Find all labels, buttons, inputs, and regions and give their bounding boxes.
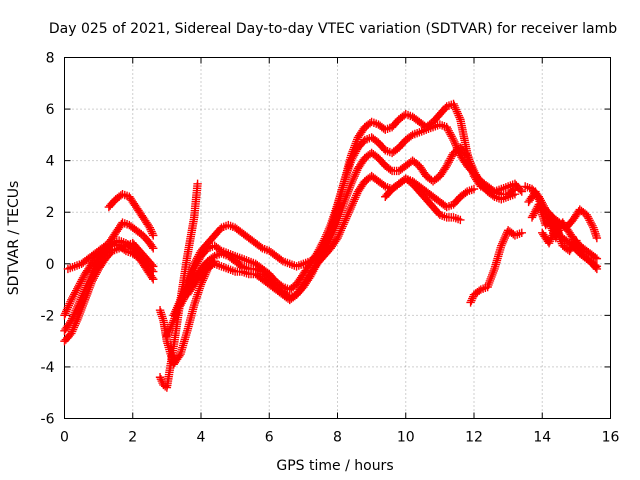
x-tick-label: 2: [128, 430, 137, 446]
data-point: [592, 264, 602, 274]
x-tick-label: 0: [60, 430, 69, 446]
x-tick-label: 16: [602, 430, 620, 446]
data-series: [60, 238, 158, 346]
y-tick-label: 4: [46, 154, 55, 170]
data-point: [516, 185, 525, 195]
data-point: [510, 189, 520, 199]
data-series: [63, 218, 158, 274]
data-point: [517, 187, 526, 196]
y-tick-label: 2: [46, 205, 55, 221]
data-point: [193, 179, 202, 189]
data-series: [381, 174, 465, 225]
y-tick-label: -4: [41, 360, 55, 376]
data-point: [456, 215, 465, 225]
x-tick-label: 4: [197, 430, 206, 446]
x-tick-label: 10: [397, 430, 415, 446]
x-tick-label: 8: [333, 430, 342, 446]
x-tick-label: 14: [533, 430, 551, 446]
data-point: [469, 184, 479, 194]
axis-ticks: 0 2 4 6 8 10 12 14 16 -6 -4 -2 0 2 4 6 8: [41, 51, 620, 446]
data-point: [592, 233, 602, 243]
y-axis-label: SDTVAR / TECUs: [6, 181, 22, 296]
data-series: [538, 223, 602, 274]
data-point: [149, 231, 158, 240]
x-tick-label: 12: [465, 430, 483, 446]
y-tick-label: -6: [41, 412, 55, 428]
data-point: [517, 228, 526, 238]
x-axis-label: GPS time / hours: [276, 458, 393, 474]
data-series: [183, 171, 479, 305]
data-point: [147, 260, 157, 270]
data-points: [60, 99, 602, 392]
gridlines: [64, 57, 611, 419]
data-series: [104, 189, 158, 240]
data-point: [591, 263, 600, 272]
data-series: [466, 226, 526, 307]
y-tick-label: 8: [46, 51, 55, 67]
data-series: [155, 179, 202, 392]
data-point: [149, 275, 158, 284]
y-tick-label: 6: [46, 102, 55, 118]
chart-title: Day 025 of 2021, Sidereal Day-to-day VTE…: [49, 21, 617, 37]
y-tick-label: -2: [41, 308, 55, 324]
data-point: [592, 254, 602, 263]
y-tick-label: 0: [46, 257, 55, 273]
data-point: [149, 262, 158, 271]
data-series: [524, 187, 602, 263]
x-tick-label: 6: [265, 430, 274, 446]
data-point: [149, 244, 158, 253]
